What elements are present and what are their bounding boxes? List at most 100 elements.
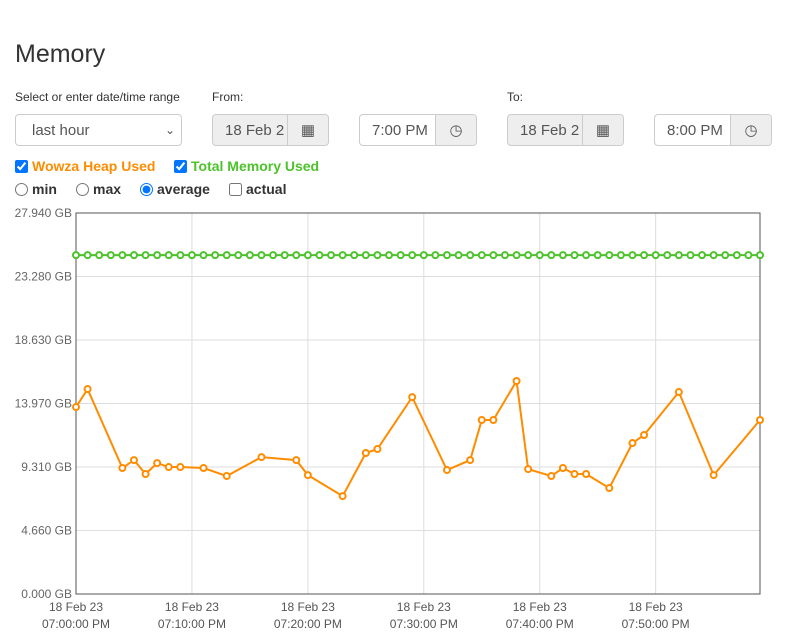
y-tick-label: 27.940 GB (15, 206, 72, 220)
data-point (558, 251, 567, 260)
data-point (338, 492, 347, 501)
range-select[interactable]: last hour ⌄ (15, 114, 182, 146)
data-point (153, 459, 162, 468)
toggle-total-memory[interactable]: Total Memory Used (174, 158, 319, 174)
data-point (141, 251, 150, 260)
data-point (176, 251, 185, 260)
to-label: To: (507, 90, 524, 104)
data-point (373, 251, 382, 260)
data-point (570, 470, 579, 478)
data-point (129, 456, 138, 465)
x-tick-label: 18 Feb 23 (513, 600, 567, 614)
range-value: last hour (32, 121, 90, 139)
data-point (674, 251, 683, 260)
x-tick-label: 07:40:00 PM (506, 617, 574, 631)
data-point (303, 251, 312, 260)
data-point (605, 251, 614, 260)
data-point (686, 251, 695, 260)
data-point (663, 251, 672, 260)
data-point (442, 251, 451, 260)
checkbox-actual[interactable]: actual (229, 181, 286, 197)
x-tick-label: 18 Feb 23 (165, 600, 219, 614)
data-point (756, 251, 764, 260)
radio-average[interactable]: average (140, 181, 210, 197)
data-point (141, 470, 150, 478)
calendar-icon[interactable]: ▦ (287, 115, 328, 145)
data-point (269, 251, 278, 260)
data-point (361, 251, 370, 260)
data-point (106, 251, 115, 260)
y-tick-label: 18.630 GB (15, 333, 72, 347)
from-date-input[interactable]: 18 Feb 2 (225, 121, 285, 139)
data-point (744, 251, 753, 260)
data-point (129, 251, 138, 260)
data-point (709, 251, 718, 260)
data-point (698, 251, 707, 260)
data-point (118, 464, 127, 472)
data-point (83, 385, 92, 394)
data-point (489, 416, 498, 424)
data-point (396, 251, 405, 260)
data-point (72, 251, 80, 260)
data-point (512, 377, 521, 385)
x-tick-label: 18 Feb 23 (397, 600, 451, 614)
x-tick-label: 18 Feb 23 (49, 600, 103, 614)
data-point (547, 472, 556, 481)
to-date-input[interactable]: 18 Feb 2 (520, 121, 580, 139)
data-point (674, 388, 683, 397)
y-tick-label: 9.310 GB (21, 460, 72, 474)
calendar-icon[interactable]: ▦ (582, 115, 623, 145)
data-point (408, 251, 417, 260)
from-label: From: (212, 90, 244, 104)
to-time-input[interactable]: 8:00 PM (667, 121, 723, 139)
y-tick-label: 13.970 GB (15, 397, 72, 411)
data-point (477, 251, 486, 260)
data-point (628, 251, 637, 260)
range-label: Select or enter date/time range (15, 90, 180, 104)
y-tick-label: 4.660 GB (21, 524, 72, 538)
data-point (350, 251, 359, 260)
data-point (222, 472, 231, 481)
from-time[interactable]: 7:00 PM ◷ (359, 114, 477, 146)
data-point (500, 251, 509, 260)
data-point (466, 456, 475, 465)
data-point (756, 416, 764, 424)
data-point (570, 251, 579, 260)
to-time[interactable]: 8:00 PM ◷ (654, 114, 772, 146)
from-time-input[interactable]: 7:00 PM (372, 121, 428, 139)
data-point (211, 251, 220, 260)
clock-icon[interactable]: ◷ (730, 115, 771, 145)
clock-icon[interactable]: ◷ (435, 115, 476, 145)
data-point (709, 471, 718, 480)
y-tick-label: 23.280 GB (15, 270, 72, 284)
data-point (199, 464, 208, 472)
x-tick-label: 07:20:00 PM (274, 617, 342, 631)
data-point (466, 251, 475, 260)
x-tick-label: 07:00:00 PM (42, 617, 110, 631)
data-point (732, 251, 741, 260)
data-point (419, 251, 428, 260)
radio-min[interactable]: min (15, 181, 57, 197)
data-point (454, 251, 463, 260)
x-tick-label: 07:10:00 PM (158, 617, 226, 631)
data-point (83, 251, 92, 260)
x-tick-label: 07:50:00 PM (622, 617, 690, 631)
data-point (558, 464, 567, 472)
data-point (431, 251, 440, 260)
from-date[interactable]: 18 Feb 2 ▦ (212, 114, 329, 146)
data-point (628, 439, 637, 448)
data-point (234, 251, 243, 260)
to-date[interactable]: 18 Feb 2 ▦ (507, 114, 624, 146)
data-point (257, 453, 266, 462)
data-point (361, 449, 370, 457)
data-point (582, 470, 591, 478)
data-point (651, 251, 660, 260)
radio-max[interactable]: max (76, 181, 121, 197)
data-point (524, 465, 533, 474)
data-point (408, 393, 417, 402)
data-point (95, 251, 104, 260)
toggle-wowza-heap[interactable]: Wowza Heap Used (15, 158, 155, 174)
data-point (176, 463, 185, 472)
data-point (547, 251, 556, 260)
